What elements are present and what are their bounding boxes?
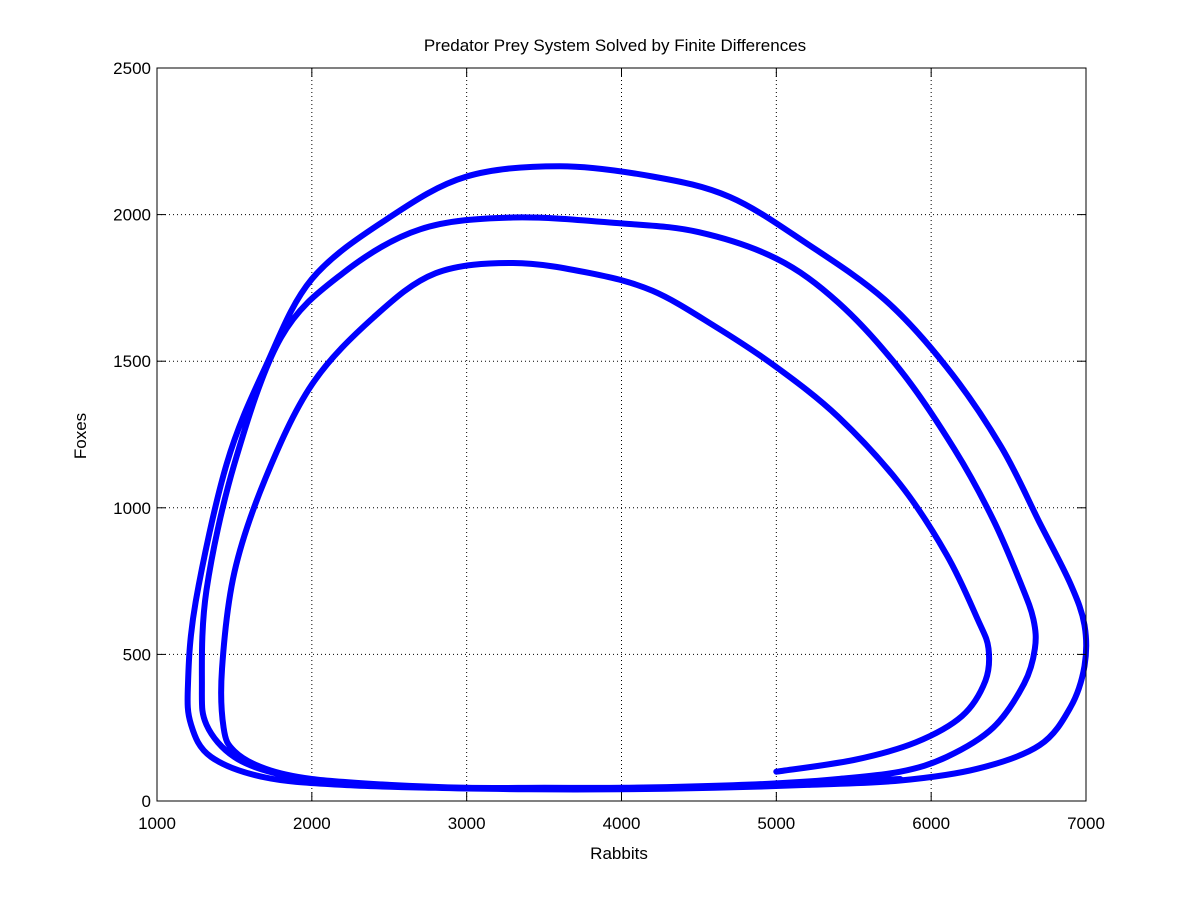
y-tick-label: 2500 [113, 59, 151, 78]
y-tick-label: 2000 [113, 206, 151, 225]
y-tick-label: 1000 [113, 499, 151, 518]
chart-title: Predator Prey System Solved by Finite Di… [424, 36, 806, 55]
y-tick-label: 0 [142, 792, 151, 811]
trajectory-series [184, 163, 1090, 793]
axes-background [157, 68, 1086, 801]
x-tick-label: 7000 [1067, 814, 1105, 833]
trajectory-line [184, 163, 1090, 793]
x-tick-label: 4000 [603, 814, 641, 833]
y-tick-labels: 0 500 1000 1500 2000 2500 [113, 59, 151, 811]
y-axis-label: Foxes [71, 413, 90, 459]
y-tick-label: 1500 [113, 352, 151, 371]
x-tick-label: 5000 [757, 814, 795, 833]
x-tick-labels: 1000 2000 3000 4000 5000 6000 7000 [138, 814, 1105, 833]
y-tick-marks [157, 67, 1086, 802]
plot-area [156, 67, 1090, 802]
x-tick-label: 2000 [293, 814, 331, 833]
horizontal-grid-lines [157, 214, 1086, 655]
x-tick-marks [156, 68, 1087, 801]
x-tick-label: 1000 [138, 814, 176, 833]
x-axis-label: Rabbits [590, 844, 648, 863]
y-tick-label: 500 [123, 645, 151, 664]
x-tick-label: 6000 [912, 814, 950, 833]
x-tick-label: 3000 [448, 814, 486, 833]
